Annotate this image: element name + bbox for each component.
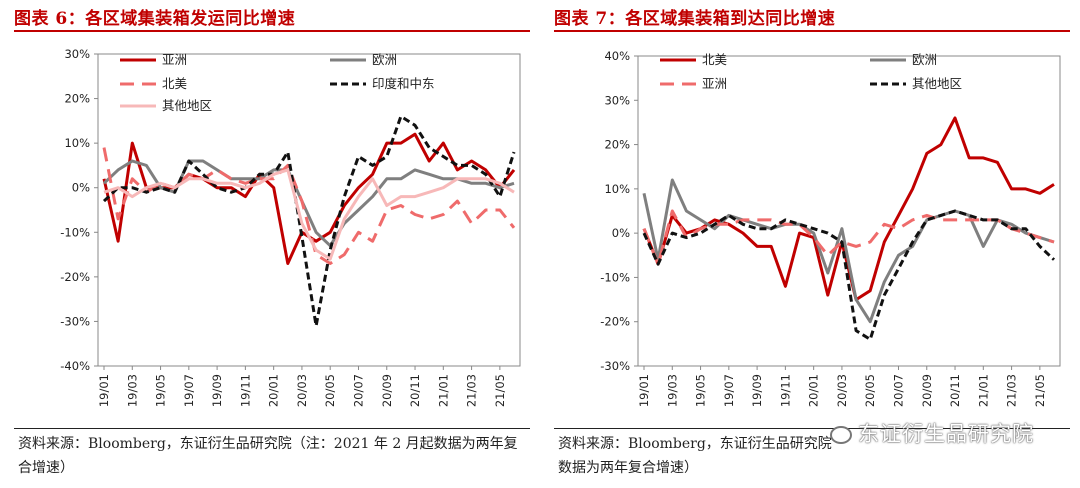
series-line-3 (642, 209, 1056, 341)
source-note: 资料来源：Bloomberg，东证衍生品研究院（注：2021 年 2 月起数据为… (18, 436, 518, 476)
y-tick-label: -30% (600, 359, 630, 373)
x-tick-label: 20/01 (807, 374, 821, 407)
wechat-icon (830, 426, 852, 444)
chart-panel-left: 图表 6：各区域集装箱发运同比增速 -40% -30% -20% -10% 0% 10% 2… (14, 9, 530, 476)
x-tick-label: 19/09 (210, 374, 224, 407)
title-rule (554, 30, 1070, 32)
series-line-0 (642, 116, 1055, 302)
y-tick-label: -20% (600, 315, 630, 329)
y-tick-label: -10% (600, 270, 630, 284)
x-tick-label: 19/05 (694, 374, 708, 407)
y-tick-label: -30% (60, 314, 90, 328)
chart-title: 图表 6：各区域集装箱发运同比增速 (14, 9, 296, 29)
source-note: 资料来源：Bloomberg，东证衍生品研究院 数据为两年复合增速） (558, 432, 1068, 480)
x-tick-label: 20/07 (351, 374, 365, 407)
x-tick-label: 19/05 (154, 374, 168, 407)
x-tick-label: 20/11 (948, 374, 962, 407)
x-tick-label: 20/09 (380, 374, 394, 407)
legend-label: 欧洲 (372, 52, 397, 67)
x-tick-label: 21/01 (436, 374, 450, 407)
series-line-4 (103, 168, 515, 261)
legend-label: 北美 (162, 76, 187, 91)
x-tick-label: 20/05 (323, 374, 337, 407)
x-tick-label: 19/11 (778, 374, 792, 407)
y-tick-label: 30% (64, 47, 90, 61)
x-tick-label: 19/03 (665, 374, 679, 407)
x-tick-label: 20/01 (267, 374, 281, 407)
y-tick-label: 40% (604, 49, 630, 63)
x-tick-label: 21/05 (1033, 374, 1047, 407)
y-tick-label: 20% (64, 92, 90, 106)
x-tick-label: 19/03 (125, 374, 139, 407)
series-line-1 (642, 178, 1055, 324)
source-rule (554, 428, 1070, 429)
y-tick-label: 0% (612, 226, 630, 240)
x-tick-label: 21/03 (465, 374, 479, 407)
series-line-1 (102, 159, 515, 248)
x-tick-label: 20/03 (835, 374, 849, 407)
chart-7-arrivals: -30% -20% -10% 0% 10% 20% 30% 40% 19/01 19/03 19/0… (600, 49, 1061, 407)
y-tick-label: -20% (60, 270, 90, 284)
x-tick-label: 20/07 (891, 374, 905, 407)
y-tick-label: 10% (604, 182, 630, 196)
legend-label: 其他地区 (162, 98, 212, 113)
x-tick-label: 21/01 (976, 374, 990, 407)
x-tick-label: 21/05 (493, 374, 507, 407)
series-line-2 (102, 147, 516, 265)
x-tick-label: 20/05 (863, 374, 877, 407)
x-tick-label: 20/11 (408, 374, 422, 407)
y-tick-label: 20% (604, 138, 630, 152)
plot-frame (637, 55, 1061, 367)
x-tick-label: 20/03 (295, 374, 309, 407)
x-tick-label: 19/11 (238, 374, 252, 407)
title-rule (14, 30, 530, 32)
x-tick-label: 19/07 (182, 374, 196, 407)
source-note-line1: 资料来源：Bloomberg，东证衍生品研究院 (558, 436, 832, 452)
chart-title: 图表 7：各区域集装箱到达同比增速 (554, 9, 836, 29)
legend-label: 亚洲 (162, 52, 187, 67)
source-note-line2: 数据为两年复合增速） (558, 460, 698, 476)
legend-label: 其他地区 (912, 76, 962, 91)
y-tick-label: 0% (72, 181, 90, 195)
series-line-3 (102, 114, 516, 328)
legend-label: 北美 (702, 52, 727, 67)
y-tick-label: 10% (64, 136, 90, 150)
series-line-2 (642, 209, 1055, 266)
x-tick-label: 21/03 (1005, 374, 1019, 407)
series-line-0 (102, 132, 516, 265)
y-tick-label: -10% (60, 225, 90, 239)
y-tick-label: -40% (60, 359, 90, 373)
legend-label: 印度和中东 (372, 76, 435, 91)
source-rule (14, 428, 530, 429)
x-tick-label: 20/09 (920, 374, 934, 407)
watermark-text: 东证衍生品研究院 (858, 422, 1034, 446)
x-tick-label: 19/01 (637, 374, 651, 407)
plot-frame (97, 53, 521, 367)
x-tick-label: 19/01 (97, 374, 111, 407)
chart-panel-right: 图表 7：各区域集装箱到达同比增速 -30% -20% -10% 0% 10% 20% 30… (540, 0, 1080, 488)
x-tick-label: 19/09 (750, 374, 764, 407)
y-tick-label: 30% (604, 93, 630, 107)
legend-label: 亚洲 (702, 76, 727, 91)
chart-6-shipments: -40% -30% -20% -10% 0% 10% 20% 30% 19/01 19/03 19/… (60, 47, 521, 407)
watermark: 东证衍生品研究院 (830, 418, 1034, 448)
x-tick-label: 19/07 (722, 374, 736, 407)
legend-label: 欧洲 (912, 52, 937, 67)
